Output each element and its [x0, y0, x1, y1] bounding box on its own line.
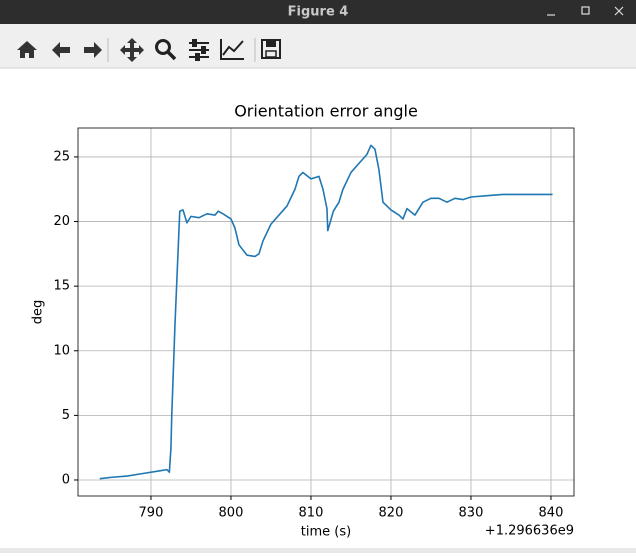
window-controls[interactable] — [547, 6, 624, 16]
y-tick-label: 10 — [53, 343, 70, 358]
x-tick-label: 820 — [379, 506, 404, 521]
pan-button[interactable] — [120, 38, 144, 62]
x-tick-label: 830 — [459, 506, 484, 521]
x-axis-label: time (s) — [301, 525, 351, 540]
data-line — [99, 144, 553, 480]
x-tick-label: 790 — [139, 506, 164, 521]
x-tick-label: 840 — [539, 506, 564, 521]
y-tick-label: 0 — [62, 472, 70, 487]
x-offset-label: +1.296636e9 — [485, 524, 574, 539]
toolbar-icons — [17, 38, 281, 62]
x-tick-label: 800 — [219, 506, 244, 521]
forward-button[interactable] — [84, 42, 102, 58]
y-tick-label: 20 — [53, 214, 70, 229]
maximize[interactable] — [581, 6, 590, 15]
toolbar — [0, 24, 636, 68]
y-tick-label: 25 — [53, 149, 70, 164]
y-tick-label: 5 — [62, 408, 70, 423]
axes-frame — [77, 127, 575, 497]
close[interactable] — [614, 6, 624, 16]
y-tick-label: 15 — [53, 279, 70, 294]
status-bar — [0, 548, 636, 553]
title-bar — [0, 0, 636, 24]
home-button[interactable] — [17, 41, 37, 58]
window-title: Figure 4 — [288, 5, 349, 20]
chart-title: Orientation error angle — [234, 102, 418, 121]
edit-axis-button[interactable] — [220, 39, 244, 60]
save-button[interactable] — [261, 39, 281, 59]
x-tick-label: 810 — [299, 506, 324, 521]
zoom-button[interactable] — [155, 39, 177, 61]
configure-button[interactable] — [189, 39, 209, 61]
back-button[interactable] — [52, 42, 70, 58]
y-axis-label: deg — [31, 300, 46, 325]
